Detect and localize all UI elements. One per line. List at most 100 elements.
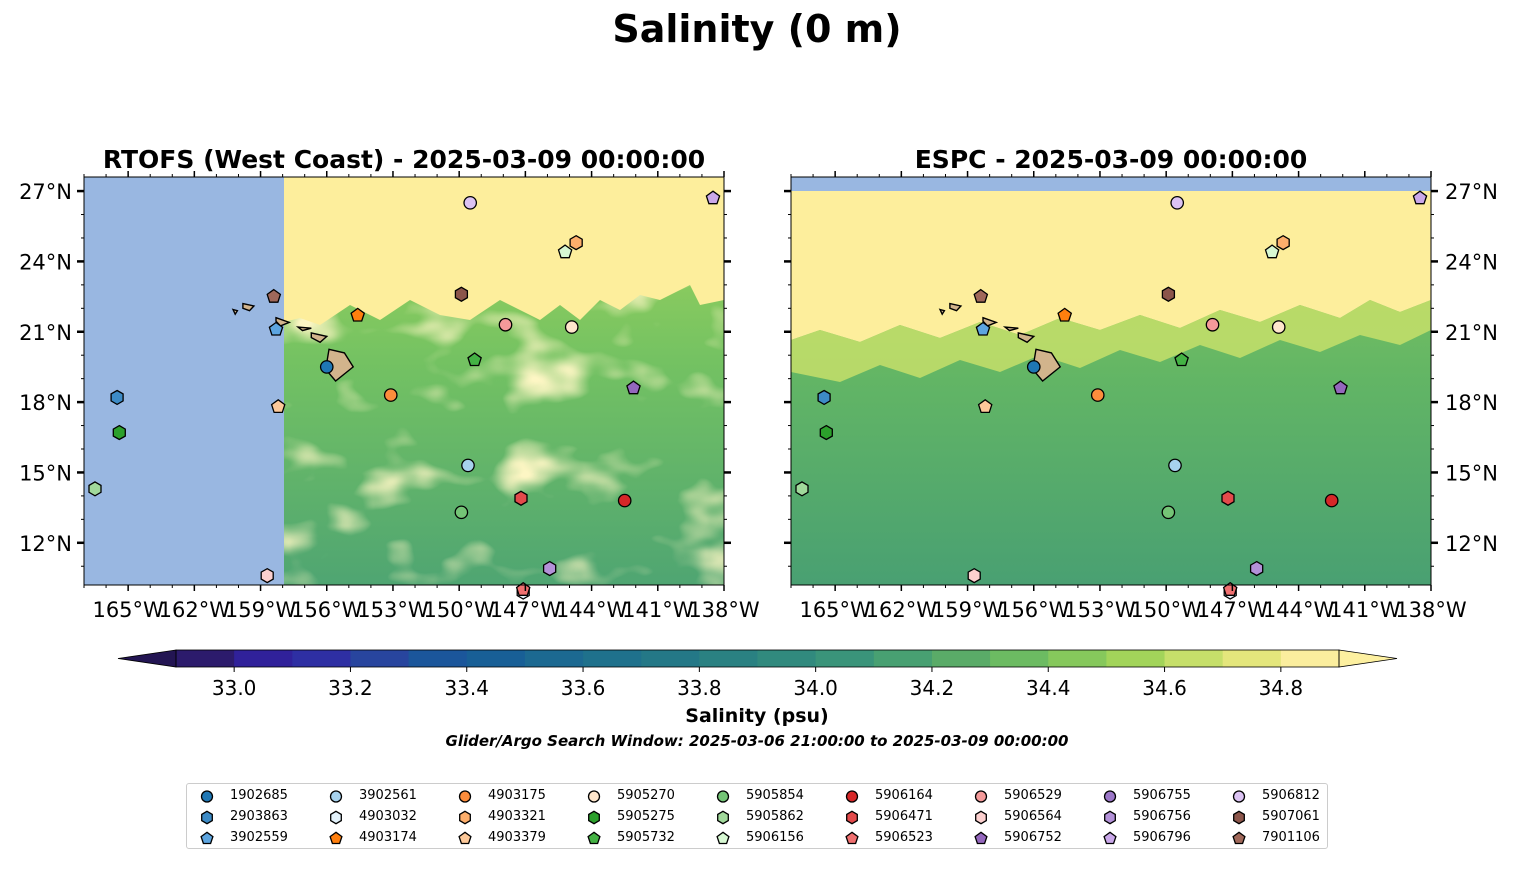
- espc-xtick-label: 156°W: [998, 598, 1070, 622]
- espc-float-5905732: [1174, 352, 1189, 367]
- legend-marker-4903321: [459, 810, 471, 825]
- rtofs-island-maui: [310, 332, 329, 344]
- legend-marker-icon: [201, 810, 213, 825]
- legend-label: 5906564: [1004, 809, 1062, 824]
- legend-marker-5907061: [1233, 810, 1245, 825]
- colorbar-tick-label: 34.2: [910, 676, 955, 700]
- colorbar-swatch: [234, 650, 293, 667]
- legend-marker-5905862: [717, 810, 729, 825]
- rtofs-float-4903379: [270, 398, 286, 414]
- rtofs-high-salinity-region: [284, 177, 724, 325]
- legend-marker-icon: [974, 831, 988, 845]
- legend-marker-5905275: [588, 810, 600, 825]
- legend-marker-5906796: [1103, 831, 1117, 845]
- rtofs-float-5905732: [467, 352, 482, 367]
- legend-marker-icon: [845, 831, 859, 845]
- colorbar-swatch: [1164, 650, 1224, 667]
- rtofs-xtick-label: 141°W: [622, 598, 694, 622]
- colorbar-tick-label: 33.0: [212, 676, 257, 700]
- rtofs-ytick-label: 21°N: [19, 321, 72, 345]
- rtofs-ytick-label: 24°N: [19, 250, 72, 274]
- colorbar-swatch: [931, 650, 991, 667]
- rtofs-island-molokai: [295, 326, 312, 332]
- legend-label: 5906156: [746, 830, 804, 845]
- legend-label: 4903174: [359, 830, 417, 845]
- legend-marker-icon: [1232, 790, 1246, 803]
- colorbar-swatch: [350, 650, 410, 667]
- espc-xtick-label: 153°W: [1064, 598, 1136, 622]
- espc-ytick-label: 18°N: [1445, 391, 1498, 415]
- rtofs-float-5906523: [515, 581, 531, 596]
- legend-marker-icon: [587, 831, 601, 845]
- espc-float-1902685: [1026, 360, 1041, 374]
- legend-marker-icon: [1103, 790, 1117, 803]
- rtofs-panel: RTOFS (West Coast) - 2025-03-09 00:00:00…: [19, 145, 760, 622]
- colorbar-swatch: [1048, 650, 1107, 667]
- legend-marker-2903863: [201, 810, 213, 825]
- colorbar-swatch: [873, 650, 933, 667]
- legend-marker-5906756: [1104, 810, 1116, 825]
- rtofs-float-5906752: [626, 380, 641, 395]
- colorbar-swatch: [757, 650, 817, 667]
- legend-label: 5907061: [1262, 809, 1320, 824]
- rtofs-float-2903863: [110, 389, 124, 406]
- espc-float-4903175: [1090, 388, 1105, 402]
- rtofs-xtick-label: 153°W: [357, 598, 429, 622]
- rtofs-float-5905270: [564, 320, 579, 334]
- colorbar-tick-label: 33.4: [444, 676, 489, 700]
- rtofs-float-5906471: [514, 490, 528, 506]
- legend-marker-icon: [717, 810, 729, 825]
- legend-marker-4903379: [458, 831, 472, 845]
- legend-marker-5906564: [975, 810, 987, 825]
- legend-marker-4903174: [329, 831, 343, 845]
- colorbar-extend-low: [117, 649, 177, 668]
- legend-marker-icon: [845, 790, 859, 803]
- legend-marker-5905732: [587, 831, 601, 845]
- legend-marker-5906471: [846, 810, 858, 825]
- espc-float-5906156: [1264, 244, 1280, 259]
- legend-marker-icon: [587, 790, 601, 803]
- legend-label: 3902561: [359, 788, 417, 803]
- rtofs-float-5906529: [498, 317, 513, 332]
- colorbar-tick-label: 34.6: [1142, 676, 1187, 700]
- espc-float-5906752: [1333, 380, 1348, 395]
- legend-marker-5906752: [974, 831, 988, 845]
- legend-marker-icon: [200, 831, 214, 845]
- rtofs-float-5905862: [88, 481, 102, 497]
- rtofs-float-5906756: [542, 560, 557, 577]
- espc-island-maui: [1017, 332, 1036, 344]
- espc-float-5905275: [819, 424, 833, 441]
- legend-marker-5905854: [716, 790, 730, 803]
- rtofs-float-5905275: [112, 424, 126, 441]
- espc-ytick-label: 21°N: [1445, 321, 1498, 345]
- espc-xtick-label: 147°W: [1197, 598, 1269, 622]
- rtofs-panel-title: RTOFS (West Coast) - 2025-03-09 00:00:00: [103, 145, 705, 174]
- espc-float-7901106: [973, 288, 989, 303]
- colorbar-swatch: [815, 650, 875, 667]
- legend-marker-5906523: [845, 831, 859, 845]
- legend-label: 1902685: [230, 788, 288, 803]
- colorbar-swatch: [1222, 650, 1282, 667]
- rtofs-float-5906812: [463, 195, 478, 210]
- espc-nodata-strip: [791, 177, 1431, 191]
- espc-float-4903321: [1276, 234, 1290, 251]
- espc-float-4903379: [977, 398, 993, 414]
- rtofs-nodata-region: [84, 177, 284, 585]
- rtofs-float-5906796: [705, 190, 721, 205]
- espc-float-5905854: [1161, 505, 1176, 520]
- legend-label: 5905270: [617, 788, 675, 803]
- legend-label: 5906523: [875, 830, 933, 845]
- legend-marker-icon: [329, 790, 343, 803]
- espc-ytick-label: 12°N: [1445, 532, 1498, 556]
- legend-marker-5906164: [845, 790, 859, 803]
- rtofs-ytick-label: 27°N: [19, 180, 72, 204]
- espc-xtick-label: 144°W: [1263, 598, 1335, 622]
- legend-label: 5906756: [1133, 809, 1191, 824]
- legend-marker-icon: [716, 831, 730, 845]
- espc-float-5907061: [1161, 286, 1176, 302]
- legend-marker-1902685: [200, 790, 214, 803]
- rtofs-island-kauai: [242, 302, 256, 312]
- rtofs-xtick-label: 156°W: [291, 598, 363, 622]
- legend-marker-icon: [588, 810, 600, 825]
- espc-float-5905862: [795, 481, 809, 497]
